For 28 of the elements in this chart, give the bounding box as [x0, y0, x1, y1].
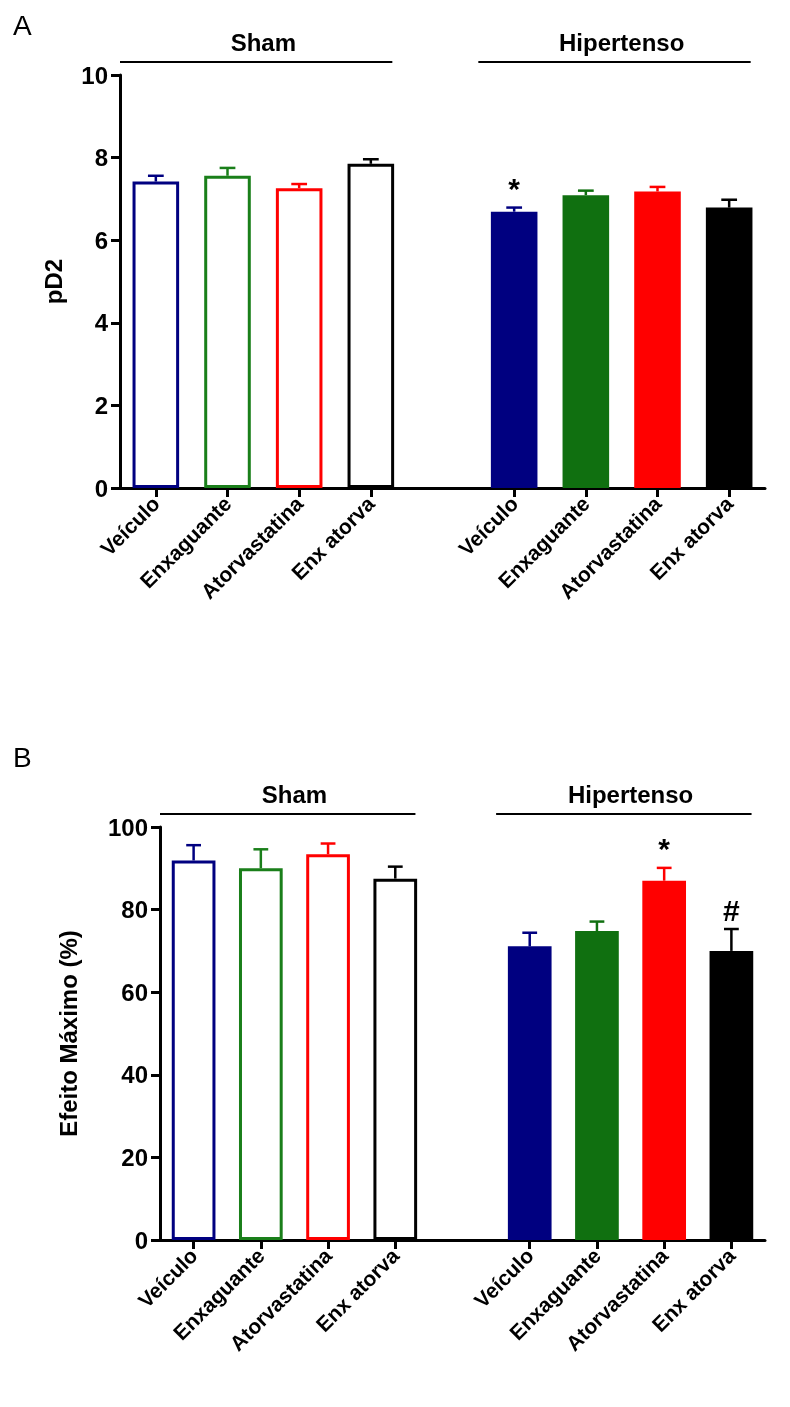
y-tick-label: 10 — [81, 61, 108, 89]
bar — [562, 195, 610, 488]
chart-title: A — [13, 9, 32, 41]
y-tick-label: 0 — [94, 474, 108, 502]
text: Hipertenso — [567, 780, 694, 808]
y-tick-label: 2 — [94, 391, 108, 419]
y-tick-label: 4 — [94, 309, 109, 337]
data-label: * — [508, 172, 521, 206]
y-tick-label: 40 — [121, 1061, 148, 1089]
chart-title: B — [13, 741, 32, 773]
y-tick-label: 8 — [94, 144, 108, 172]
bar — [275, 188, 323, 488]
y-tick-label: 20 — [121, 1143, 148, 1171]
y-tick-label: 80 — [121, 896, 148, 924]
text: Sham — [230, 28, 297, 56]
text: Sham — [261, 780, 328, 808]
data-label: * — [658, 832, 671, 866]
bar — [132, 181, 180, 488]
y-tick-label: 0 — [134, 1226, 148, 1254]
y-tick-label: 60 — [121, 978, 148, 1006]
bar — [490, 211, 538, 488]
bar — [634, 191, 681, 488]
y-axis-title: pD2 — [39, 258, 67, 305]
data-label: # — [723, 893, 741, 927]
y-tick-label: 100 — [107, 813, 148, 841]
text: Hipertenso — [558, 28, 685, 56]
y-tick-label: 6 — [94, 226, 108, 254]
y-axis-title: Efeito Máximo (%) — [54, 930, 82, 1137]
